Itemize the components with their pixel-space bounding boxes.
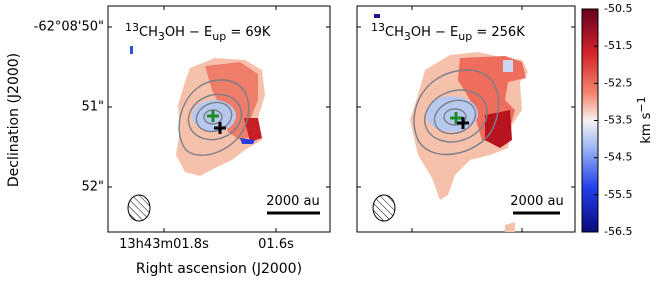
panel-title: 13CH3OH − Eup = 69K	[125, 21, 271, 43]
title-part: OH − E	[411, 25, 458, 40]
emission	[244, 118, 262, 142]
label-part: −1	[635, 96, 648, 112]
marker	[450, 112, 462, 124]
x-axis-label: Right ascension (J2000)	[136, 261, 302, 277]
title-part: up	[212, 30, 226, 43]
title-part: OH − E	[165, 25, 212, 40]
colorbar-tick-label: -50.5	[604, 2, 632, 15]
title-part: 13	[371, 21, 385, 34]
colorbar-tick-label: -51.5	[604, 39, 632, 52]
title-part: CH	[139, 25, 158, 40]
y-tick-label: 51"	[81, 100, 104, 115]
emission	[485, 110, 512, 148]
x-tick-label: 01.6s	[258, 237, 294, 252]
emission	[503, 60, 513, 72]
colorbar-tick-label: -54.5	[604, 151, 632, 164]
axis-ticks	[357, 6, 575, 232]
colorbar-label: km s−1	[635, 96, 654, 143]
x-tick-label: 13h43m01.8s	[119, 237, 209, 252]
title-part: 13	[125, 21, 139, 34]
emission	[505, 222, 515, 232]
panel: 2000 au 13CH3OH − Eup = 69K	[107, 5, 331, 233]
colorbar-tick-label: -52.5	[604, 76, 632, 89]
pixel	[130, 46, 133, 54]
axis-ticks	[108, 6, 330, 232]
pixel	[374, 14, 380, 18]
y-axis-label: Declination (J2000)	[6, 53, 22, 187]
y-tick-label: 52"	[81, 180, 104, 195]
beam	[127, 194, 151, 222]
title-part: 3	[158, 30, 165, 43]
beam	[372, 194, 396, 222]
marker	[207, 110, 219, 122]
colorbar-tick-label: -56.5	[604, 225, 632, 238]
panel: 2000 au 13CH3OH − Eup = 256K	[356, 5, 576, 233]
marker	[214, 122, 226, 134]
contours	[178, 79, 250, 156]
title-part: = 69K	[226, 25, 271, 40]
emission	[240, 138, 255, 144]
y-tick-label: -62°08'50"	[34, 20, 104, 35]
title-part: 3	[404, 30, 411, 43]
label-part: km s	[639, 112, 654, 143]
scale-bar-label: 2000 au	[510, 194, 563, 209]
colorbar: km s−1 -50.5 -51.5 -52.5 -53.5 -54.5 -55.5 -56…	[581, 2, 654, 238]
contours	[413, 69, 500, 156]
colorbar-tick-label: -55.5	[604, 188, 632, 201]
title-part: up	[458, 30, 472, 43]
colorbar-tick-label: -53.5	[604, 114, 632, 127]
panel-title: 13CH3OH − Eup = 256K	[371, 21, 525, 43]
marker	[457, 117, 469, 129]
title-part: = 256K	[472, 25, 525, 40]
scale-bar-label: 2000 au	[266, 194, 319, 209]
title-part: CH	[385, 25, 404, 40]
